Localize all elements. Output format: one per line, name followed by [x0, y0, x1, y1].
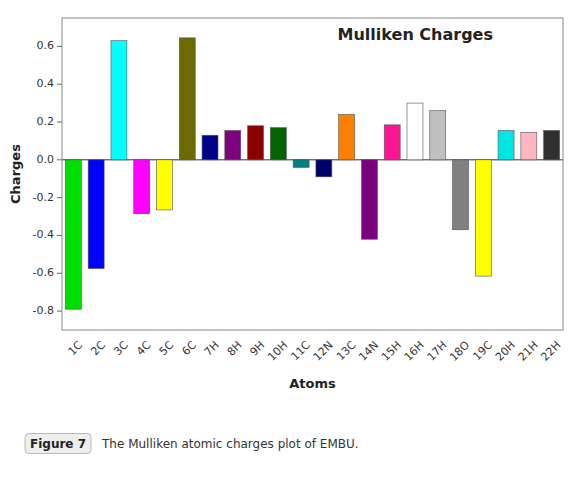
x-tick-label: 14N — [356, 339, 381, 364]
x-tick-label: 19C — [471, 338, 496, 363]
y-tick-label: -0.6 — [33, 266, 54, 279]
y-tick-label: -0.2 — [33, 191, 54, 204]
y-tick — [57, 159, 62, 160]
x-tick-label: 1C — [66, 338, 86, 358]
x-tick-label: 4C — [134, 338, 154, 358]
x-tick-label: 22H — [538, 339, 563, 364]
x-tick-label: 11C — [288, 338, 313, 363]
bar — [361, 160, 377, 239]
bar — [339, 114, 355, 159]
y-tick — [57, 46, 62, 47]
bar — [179, 38, 195, 160]
y-tick-label: 0.6 — [37, 39, 55, 52]
bar — [453, 160, 469, 230]
title: Mulliken Charges — [338, 25, 493, 44]
y-tick — [57, 311, 62, 312]
y-tick-label: 0.4 — [37, 77, 55, 90]
bar — [111, 41, 127, 160]
y-tick — [57, 84, 62, 85]
chart: -0.8 -0.6 -0.4 -0.2 0.0 0.2 0.4 0.6 1C2C3C4C5C6C… — [0, 0, 578, 484]
bar — [316, 160, 332, 177]
bar — [293, 160, 309, 168]
x-tick-label: 20H — [493, 339, 518, 364]
y-tick-label: 0.2 — [37, 115, 55, 128]
y-tick-label: 0.0 — [37, 153, 55, 166]
bar — [202, 135, 218, 160]
caption-label: Figure 7 — [30, 437, 86, 451]
bar — [407, 103, 423, 160]
y-axis-label: Charges — [8, 144, 23, 204]
x-tick-label: 21H — [516, 339, 541, 364]
y-tick — [57, 273, 62, 274]
x-tick-label: 18O — [447, 338, 472, 363]
caption-text: The Mulliken atomic charges plot of EMBU… — [101, 437, 359, 451]
y-tick-label: -0.4 — [33, 228, 54, 241]
x-axis-label: Atoms — [289, 376, 336, 391]
bar — [225, 131, 241, 160]
y-tick — [57, 197, 62, 198]
y-tick — [57, 122, 62, 123]
x-tick-label: 3C — [111, 338, 131, 358]
bar — [430, 111, 446, 160]
x-tick-label: 17H — [425, 339, 450, 364]
x-tick-label: 12N — [311, 339, 336, 364]
bars — [65, 38, 559, 309]
caption-box — [25, 434, 91, 454]
bar — [498, 131, 514, 160]
x-tick-label: 5C — [157, 338, 177, 358]
bar — [248, 126, 264, 160]
bar — [88, 160, 104, 269]
x-tick-label: 16H — [402, 339, 427, 364]
y-tick — [57, 235, 62, 236]
x-tick-label: 6C — [179, 338, 199, 358]
x-tick-label: 7H — [202, 339, 222, 359]
bar — [521, 132, 537, 159]
bar — [134, 160, 150, 214]
x-tick-label: 2C — [88, 338, 108, 358]
bar — [384, 125, 400, 160]
x-tick-label: 15H — [379, 339, 404, 364]
x-tick-label: 9H — [247, 339, 267, 359]
x-tick-label: 13C — [334, 338, 359, 363]
bar — [270, 128, 286, 160]
plot-frame — [62, 18, 563, 330]
bar — [65, 160, 81, 309]
x-tick-label: 10H — [265, 339, 290, 364]
bar — [544, 131, 560, 160]
bar — [475, 160, 491, 276]
bar — [157, 160, 173, 210]
y-tick-label: -0.8 — [33, 304, 54, 317]
x-tick-label: 8H — [225, 339, 245, 359]
